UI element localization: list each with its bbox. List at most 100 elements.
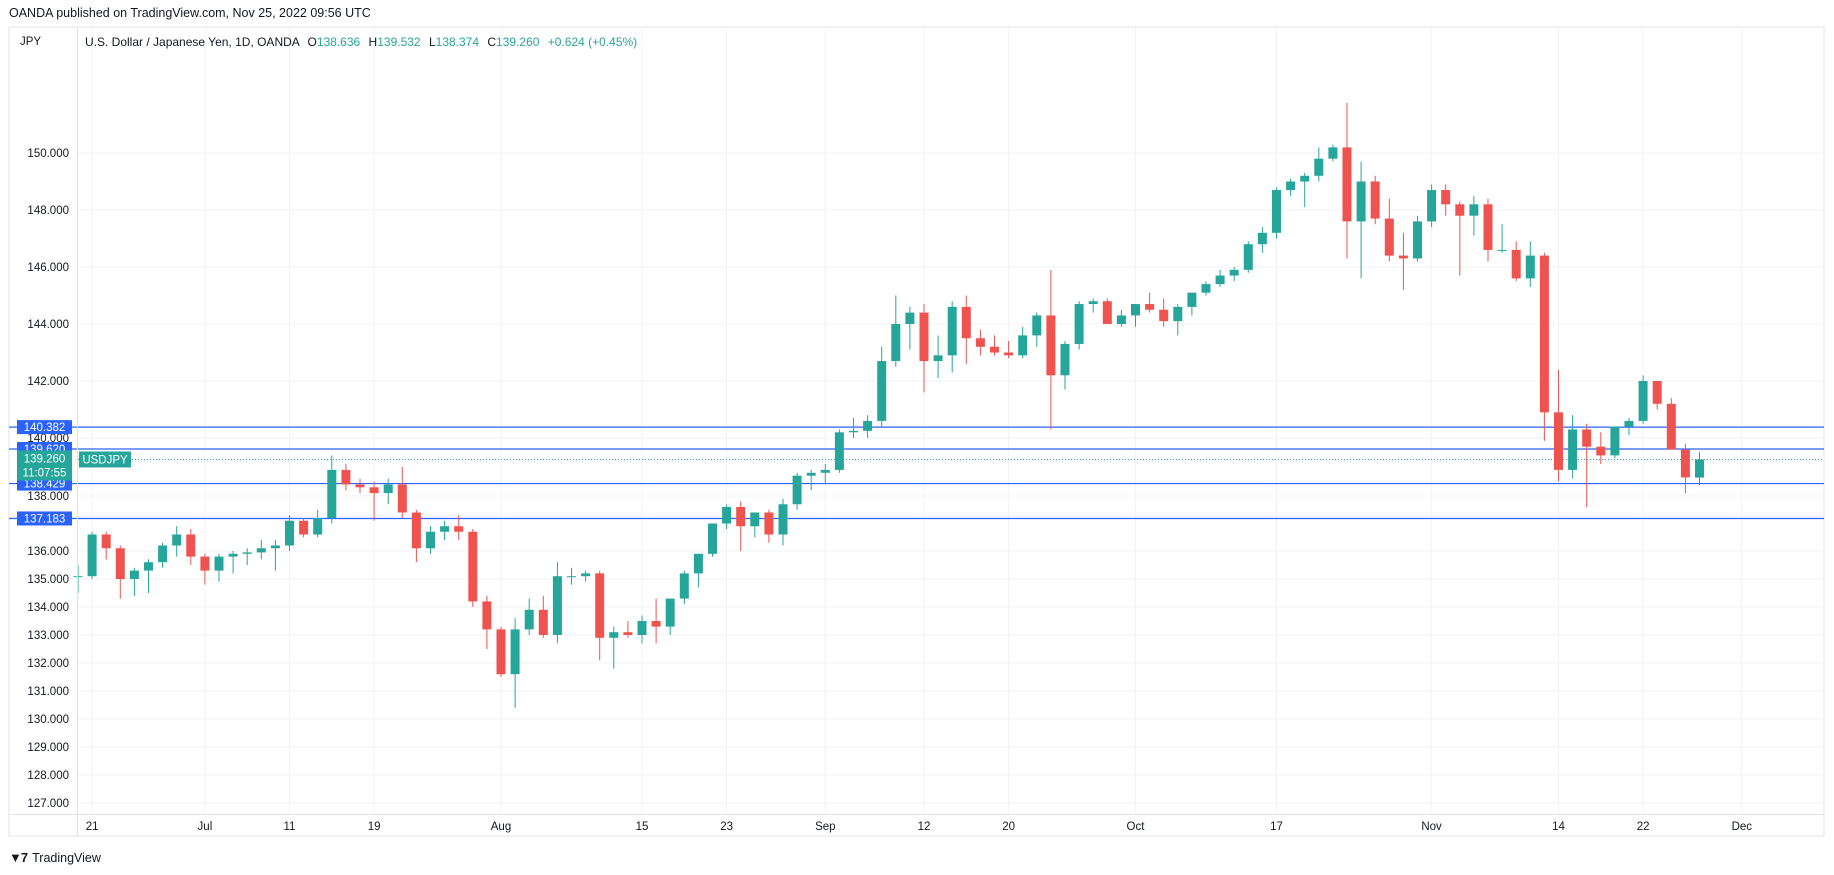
candle xyxy=(905,306,915,350)
legend-title: U.S. Dollar / Japanese Yen, 1D, OANDA xyxy=(85,35,300,49)
candle xyxy=(87,531,97,579)
candle-body xyxy=(228,553,238,557)
candle xyxy=(990,335,999,356)
candle xyxy=(595,570,605,661)
candle xyxy=(1455,201,1465,276)
candle xyxy=(693,553,703,588)
candle-body xyxy=(510,629,520,675)
candle xyxy=(1342,102,1352,259)
candle-body xyxy=(637,621,647,635)
x-tick-label: Nov xyxy=(1421,821,1442,833)
candle xyxy=(1159,298,1169,327)
candle-body xyxy=(1060,343,1070,376)
candle xyxy=(1215,269,1225,287)
candle-body xyxy=(1088,301,1098,305)
candle xyxy=(651,598,661,644)
candle xyxy=(1131,304,1140,327)
candle xyxy=(1286,178,1296,196)
candle xyxy=(891,295,901,367)
candle xyxy=(806,469,816,491)
candle xyxy=(214,553,224,582)
time-axis[interactable]: 21 Jul 11 19 Aug 15 23 Sep 12 20 Oct 17 Nov 14 22 Dec xyxy=(86,821,1753,833)
candle-body xyxy=(1370,181,1380,219)
candle-body xyxy=(1300,175,1310,182)
x-tick-label: 15 xyxy=(636,821,649,833)
x-tick-label: Jul xyxy=(198,821,213,833)
candle-body xyxy=(383,484,393,494)
candle-body xyxy=(1695,459,1704,478)
candle xyxy=(1539,252,1549,441)
y-tick-label: 133.000 xyxy=(27,630,69,642)
candle xyxy=(1469,195,1479,236)
y-tick-label: 127.000 xyxy=(27,798,69,810)
candle-body xyxy=(158,545,168,563)
candle-body xyxy=(1243,244,1253,270)
candle xyxy=(327,455,337,524)
candle-body xyxy=(1018,335,1028,356)
candle xyxy=(1046,269,1056,430)
chart-frame xyxy=(8,26,1825,837)
candle xyxy=(299,518,309,538)
candle-body xyxy=(313,518,323,535)
candle-body xyxy=(1638,381,1648,421)
candle xyxy=(849,418,858,438)
publisher-caption: OANDA published on TradingView.com, Nov … xyxy=(9,6,371,20)
grid-lines xyxy=(78,27,1824,814)
x-tick-label: Dec xyxy=(1732,821,1753,833)
candle-body xyxy=(679,573,689,599)
horizontal-levels xyxy=(9,426,1824,520)
candle xyxy=(1511,241,1521,282)
candle-body xyxy=(101,534,111,549)
candle-body xyxy=(1427,190,1437,222)
candle-body xyxy=(1497,249,1507,251)
x-tick-label: 20 xyxy=(1002,821,1015,833)
candle xyxy=(1074,301,1084,350)
candle xyxy=(1666,398,1676,450)
candle-body xyxy=(1131,304,1140,316)
price-axis[interactable]: 127.000 128.000 129.000 130.000 131.000 132.0… xyxy=(27,148,69,810)
candle-body xyxy=(1469,204,1479,216)
candle xyxy=(1060,341,1070,390)
y-tick-label: 130.000 xyxy=(27,714,69,726)
candle-body xyxy=(1074,304,1084,344)
svg-text:U.S. Dollar / Japanese Yen, 1D: U.S. Dollar / Japanese Yen, 1D, OANDA O1… xyxy=(85,35,637,49)
x-tick-label: Aug xyxy=(491,821,511,833)
candle-body xyxy=(567,576,576,578)
candle xyxy=(1413,215,1422,262)
last-price-tag xyxy=(17,450,72,481)
candle xyxy=(101,531,111,560)
candle xyxy=(1300,172,1310,208)
y-tick-label: 132.000 xyxy=(27,658,69,670)
candle-body xyxy=(200,556,210,571)
candle xyxy=(129,567,139,596)
candle xyxy=(158,542,168,568)
candle-body xyxy=(270,545,280,549)
candle-body xyxy=(496,629,506,675)
footer-brand[interactable]: TradingView xyxy=(32,850,101,865)
candle-body xyxy=(1201,284,1211,293)
candle xyxy=(242,548,252,565)
candle-body xyxy=(129,570,139,579)
candle xyxy=(524,598,534,635)
candle xyxy=(256,540,266,560)
candle-body xyxy=(849,430,858,433)
candle-body xyxy=(285,520,294,546)
candle-body xyxy=(905,312,915,324)
candle xyxy=(1568,415,1578,479)
candle-body xyxy=(708,523,717,554)
candle xyxy=(947,301,957,373)
candle xyxy=(1004,341,1014,359)
x-tick-label: 11 xyxy=(284,821,296,833)
candle xyxy=(1272,187,1281,239)
price-labels: 140.382139.620138.429137.183139.26011:07… xyxy=(17,420,131,526)
candle-body xyxy=(1328,147,1338,159)
legend-close: 139.260 xyxy=(496,35,540,49)
legend: U.S. Dollar / Japanese Yen, 1D, OANDA O1… xyxy=(85,35,637,49)
candle xyxy=(1314,147,1324,182)
x-tick-label: 23 xyxy=(720,821,733,833)
candle xyxy=(200,553,210,585)
candle xyxy=(863,415,873,438)
candle xyxy=(1398,232,1408,290)
x-tick-label: 12 xyxy=(918,821,931,833)
